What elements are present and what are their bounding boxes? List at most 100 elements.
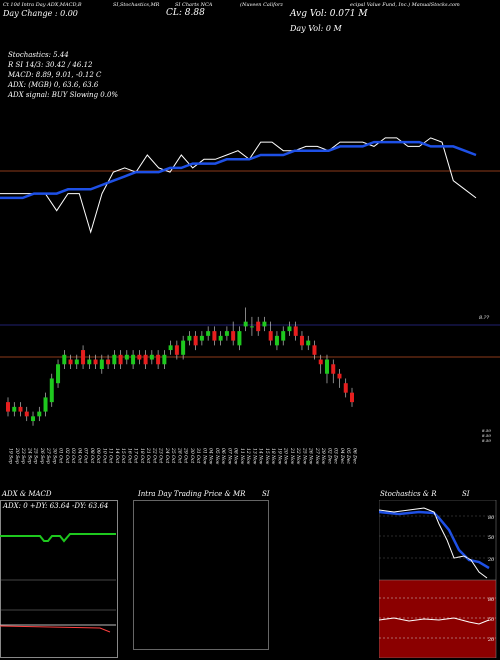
candle bbox=[206, 326, 211, 341]
candle-body-down bbox=[174, 345, 179, 355]
date-tick-label: 22 Nov bbox=[295, 447, 301, 465]
candle bbox=[149, 350, 154, 365]
price-label-low1: 8.50 bbox=[482, 428, 491, 433]
candle-body-down bbox=[93, 359, 98, 365]
candle-body-down bbox=[24, 411, 29, 417]
date-tick-label: 23 Oct bbox=[158, 447, 164, 463]
candle-body-up bbox=[274, 335, 279, 346]
date-tick-label: 27 Sep bbox=[45, 447, 51, 464]
date-tick-label: 13 Nov bbox=[251, 448, 257, 465]
candle bbox=[68, 354, 73, 369]
candle-body-up bbox=[306, 340, 311, 346]
candle-body-down bbox=[318, 359, 323, 365]
adx-panel bbox=[0, 500, 118, 658]
date-tick-label: 04 Dec bbox=[339, 448, 345, 464]
candle bbox=[212, 326, 217, 346]
close-value: CL: 8.88 bbox=[166, 8, 205, 18]
candle-body-up bbox=[287, 326, 292, 332]
candle bbox=[74, 354, 79, 369]
candle-body-up bbox=[243, 321, 248, 327]
adx-line bbox=[0, 533, 116, 543]
candle bbox=[281, 326, 286, 346]
intra-panel-title: Intra Day Trading Price & MR bbox=[138, 490, 246, 498]
candle bbox=[199, 331, 204, 346]
adx-macd-svg bbox=[0, 533, 116, 633]
candle bbox=[143, 350, 148, 369]
date-tick-label: 09 Oct bbox=[95, 448, 101, 463]
header-line1-mid: SI,Stochastics,MR bbox=[113, 2, 160, 8]
date-tick-label: 30 Sep bbox=[51, 448, 57, 464]
rsi-label-20: 20 bbox=[487, 637, 495, 643]
candle bbox=[218, 331, 223, 346]
date-tick-label: 25 Sep bbox=[33, 447, 39, 464]
candle-body-up bbox=[262, 321, 267, 327]
date-tick-label: 01 Oct bbox=[58, 448, 64, 463]
candle-body-up bbox=[131, 354, 136, 365]
candle bbox=[112, 350, 117, 369]
candle-body-down bbox=[350, 392, 354, 403]
date-tick-label: 02 Oct bbox=[64, 448, 70, 463]
candle bbox=[331, 359, 336, 384]
moving-average-line bbox=[0, 140, 477, 200]
date-tick-label: 08 Oct bbox=[89, 448, 95, 463]
candle-body-down bbox=[118, 354, 123, 365]
candle-body-down bbox=[193, 335, 198, 346]
stoch-d-line bbox=[379, 510, 490, 570]
candle-body-up bbox=[181, 340, 186, 355]
candle bbox=[62, 350, 67, 369]
price-line bbox=[0, 137, 477, 234]
candle-body-up bbox=[31, 416, 36, 422]
candle bbox=[262, 316, 267, 332]
date-tick-label: 03 Dec bbox=[333, 448, 339, 464]
rsi-value: R SI 14/3: 30.42 / 46.12 bbox=[8, 61, 93, 69]
candle-body-down bbox=[256, 321, 261, 332]
candle-body-down bbox=[81, 350, 86, 365]
date-tick-label: 11 Nov bbox=[239, 448, 245, 465]
candle bbox=[312, 340, 317, 360]
candle-body-up bbox=[224, 331, 229, 336]
candle bbox=[6, 397, 10, 417]
date-tick-label: 20 Nov bbox=[283, 447, 289, 465]
date-tick-label: 01 Nov bbox=[201, 448, 207, 465]
candle bbox=[337, 369, 342, 388]
header-line1-mid2: SI Charts NCA bbox=[175, 2, 213, 8]
date-tick-label: 18 Nov bbox=[270, 448, 276, 465]
candle bbox=[137, 350, 142, 365]
date-tick-label: 29 Oct bbox=[183, 447, 189, 463]
day-volume: Day Vol: 0 M bbox=[290, 24, 342, 33]
date-tick-label: 05 Dec bbox=[345, 448, 351, 464]
candle-body-up bbox=[99, 359, 104, 369]
header-line1-far: ecipal Value Fund, Inc.) ManualStocks.co… bbox=[350, 2, 460, 8]
date-tick-label: 21 Oct bbox=[145, 447, 151, 463]
candle-body-down bbox=[18, 406, 23, 412]
intra-panel-title-right: SI bbox=[262, 490, 270, 498]
candle-body-down bbox=[6, 402, 10, 412]
candle bbox=[287, 321, 292, 336]
candle bbox=[299, 331, 304, 351]
date-tick-label: 04 Nov bbox=[208, 448, 214, 465]
date-tick-label: 11 Oct bbox=[108, 448, 114, 463]
candle bbox=[231, 321, 236, 346]
macd-signal-line bbox=[0, 625, 111, 633]
candle-body-down bbox=[337, 373, 342, 379]
candle bbox=[43, 392, 48, 417]
candle-body-up bbox=[324, 359, 329, 374]
candle bbox=[37, 406, 42, 422]
date-tick-label: 05 Nov bbox=[214, 448, 220, 465]
stoch-panel-title-right: SI bbox=[462, 490, 470, 498]
header-line1-right: (Nuveen Califorz bbox=[240, 2, 283, 8]
candle-body-up bbox=[124, 354, 129, 360]
candle-body-up bbox=[237, 331, 242, 346]
candle-body-down bbox=[106, 359, 111, 365]
date-tick-label: 17 Oct bbox=[133, 448, 139, 463]
candle bbox=[162, 350, 167, 369]
date-tick-label: 15 Oct bbox=[120, 448, 126, 463]
candle-body-down bbox=[343, 383, 348, 393]
stoch-label-50: 50 bbox=[488, 535, 495, 541]
candle bbox=[124, 350, 129, 365]
candle bbox=[174, 340, 179, 360]
candle-body-down bbox=[293, 326, 298, 336]
price-label-top: 8.?? bbox=[479, 315, 489, 321]
candle bbox=[187, 331, 192, 346]
date-tick-label: 03 Oct bbox=[70, 448, 76, 463]
